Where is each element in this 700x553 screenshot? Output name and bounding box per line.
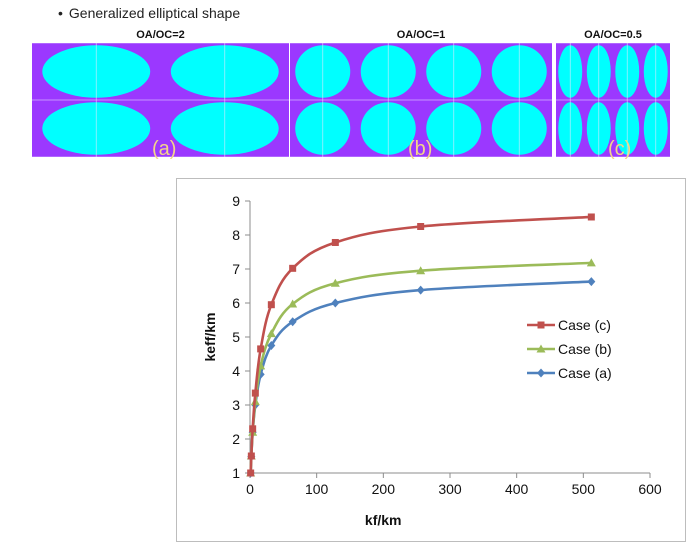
- data-point-casec: [289, 264, 297, 272]
- data-point-caseb: [288, 299, 298, 308]
- y-tick-label: 3: [232, 397, 240, 413]
- panel-b-title: OA/OC=1: [396, 29, 446, 41]
- panel-a-letter: (a): [152, 138, 177, 160]
- series-casec: [247, 213, 595, 477]
- legend-item-casec: Case (c): [527, 317, 611, 333]
- panel-b-image: [290, 43, 552, 157]
- series-line-casea: [249, 280, 592, 474]
- chart-container: 0 100 200 300 400 500 600 1 2 3 4 5 6 7 8 9 Case (c) Cas…: [176, 178, 686, 542]
- x-tick-label: 0: [246, 481, 254, 497]
- series-casea: [246, 277, 596, 478]
- legend-item-casea: Case (a): [527, 365, 612, 381]
- panel-a-title: OA/OC=2: [136, 29, 185, 41]
- ellipse-mesh-a: [32, 43, 289, 157]
- y-axis-label: keff/km: [202, 312, 218, 361]
- x-tick-label: 400: [505, 481, 529, 497]
- x-tick-label: 500: [572, 481, 596, 497]
- data-point-casea: [256, 369, 265, 379]
- legend-label-casec: Case (c): [558, 317, 611, 333]
- data-point-casea: [267, 341, 276, 350]
- legend-item-caseb: Case (b): [527, 341, 612, 357]
- y-tick-label: 5: [232, 329, 240, 345]
- bullet-dot: •: [58, 5, 63, 21]
- y-tick-label: 7: [232, 261, 240, 277]
- series-line-caseb: [249, 261, 592, 474]
- data-point-casec: [251, 389, 259, 397]
- data-point-caseb: [266, 329, 276, 338]
- legend-marker-casec: [537, 321, 545, 329]
- data-point-casec: [257, 345, 265, 353]
- y-tick-label: 4: [232, 363, 240, 379]
- panel-a-image: [32, 43, 289, 157]
- chart-series: [246, 213, 596, 478]
- data-point-casec: [249, 425, 257, 433]
- panel-c-letter: (c): [608, 138, 632, 160]
- legend-marker-casea: [537, 368, 545, 378]
- panel-b-letter: (b): [408, 138, 433, 160]
- chart-axes: [249, 201, 650, 474]
- y-tick-label: 8: [232, 227, 240, 243]
- header-text: Generalized elliptical shape: [68, 5, 241, 21]
- data-point-casec: [247, 469, 255, 477]
- legend-label-caseb: Case (b): [558, 341, 612, 357]
- data-point-casec: [587, 213, 595, 221]
- y-tick-label: 1: [232, 465, 240, 481]
- data-point-casea: [331, 298, 340, 308]
- data-point-casec: [267, 301, 275, 309]
- series-line-casec: [249, 215, 592, 474]
- y-tick-label: 6: [232, 295, 240, 311]
- x-tick-label: 600: [638, 481, 662, 497]
- legend-marker-caseb: [536, 344, 546, 353]
- data-point-casea: [416, 285, 425, 295]
- panel-c-image: [556, 43, 670, 157]
- chart-legend: Case (c) Case (b) Case (a): [527, 317, 612, 381]
- x-tick-label: 100: [305, 481, 329, 497]
- legend-label-casea: Case (a): [558, 365, 612, 381]
- ellipse-mesh-c: [556, 43, 670, 157]
- ellipse-mesh-b: [290, 43, 552, 157]
- x-axis-label: kf/km: [365, 512, 402, 528]
- chart-ticks: 0 100 200 300 400 500 600 1 2 3 4 5 6 7 8 9: [232, 193, 662, 497]
- data-point-caseb: [330, 278, 340, 287]
- x-tick-label: 300: [438, 481, 462, 497]
- y-tick-label: 9: [232, 193, 240, 209]
- panel-c-title: OA/OC=0.5: [584, 29, 642, 41]
- data-point-casec: [331, 238, 339, 246]
- x-tick-label: 200: [372, 481, 396, 497]
- data-point-caseb: [416, 266, 426, 275]
- data-point-casea: [288, 317, 297, 327]
- data-point-casec: [247, 452, 255, 460]
- header-bullet-text: • Generalized elliptical shape: [58, 5, 240, 21]
- data-point-casea: [587, 277, 596, 287]
- y-tick-label: 2: [232, 431, 240, 447]
- data-point-casec: [417, 223, 425, 230]
- data-point-caseb: [586, 258, 596, 267]
